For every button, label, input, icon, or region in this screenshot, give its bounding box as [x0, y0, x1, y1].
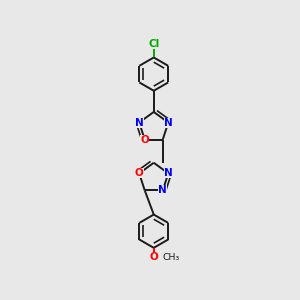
Text: N: N: [164, 118, 173, 128]
Text: N: N: [158, 185, 167, 195]
Text: N: N: [164, 168, 173, 178]
Text: O: O: [149, 252, 158, 262]
Text: CH₃: CH₃: [163, 254, 180, 262]
Text: O: O: [140, 135, 149, 145]
Text: N: N: [135, 118, 144, 128]
Text: O: O: [135, 168, 144, 178]
Text: Cl: Cl: [148, 39, 159, 49]
